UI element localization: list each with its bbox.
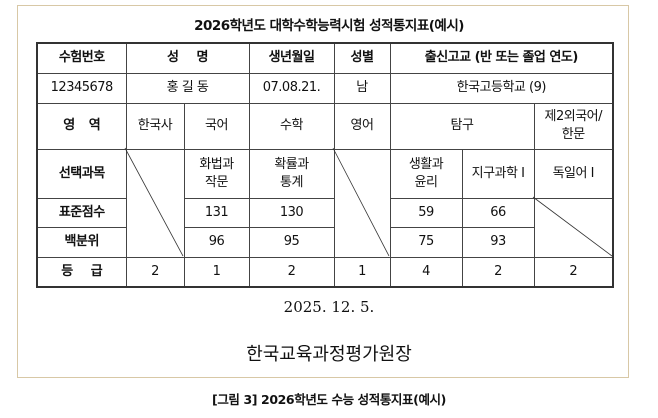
issue-date: 2025. 12. 5.: [283, 298, 375, 316]
standard-row: 표준점수 131 130 59 66: [36, 197, 614, 258]
report-title: 2026학년도 대학수학능력시험 성적통지표(예시): [194, 18, 464, 34]
area-english: 영어: [333, 102, 391, 150]
area-korean: 국어: [183, 102, 250, 150]
sex-value: 남: [333, 72, 391, 104]
percentile-korean: 96: [183, 226, 250, 258]
percentile-label: 백분위: [36, 226, 127, 258]
area-math: 수학: [248, 102, 335, 150]
header-school: 출신고교 (반 또는 졸업 연도): [389, 42, 614, 74]
issuer: 한국교육과정평가원장: [246, 344, 412, 365]
score-table: 수험번호 성 명 생년월일 성별 출신고교 (반 또는 졸업 연도) 12345…: [36, 42, 615, 288]
birth-value: 07.08.21.: [248, 72, 335, 104]
header-name: 성 명: [125, 42, 250, 74]
grade-korean: 1: [183, 256, 250, 288]
elective-row: 선택과목 화법과 작문 확률과 통계 생활과 윤리 지구과학 I 독일어 I: [36, 148, 614, 258]
grade-second-lang: 2: [533, 256, 614, 288]
school-value: 한국고등학교 (9): [389, 72, 614, 104]
header-row: 수험번호 성 명 생년월일 성별 출신고교 (반 또는 졸업 연도): [36, 42, 614, 74]
grade-korean-history: 2: [125, 256, 185, 288]
area-row: 영 역 한국사 국어 수학 영어 탐구 제2외국어/한문: [36, 102, 614, 150]
area-korean-history: 한국사: [125, 102, 185, 150]
grade-inquiry2: 2: [461, 256, 535, 288]
header-sex: 성별: [333, 42, 391, 74]
grade-row: 등 급 2 1 2 1 4 2 2: [36, 256, 614, 288]
area-inquiry: 탐구: [389, 102, 535, 150]
percentile-row: 백분위 96 95 75 93: [36, 226, 613, 258]
area-second-lang: 제2외국어/한문: [533, 102, 614, 150]
grade-label: 등 급: [36, 256, 127, 288]
header-birth: 생년월일: [248, 42, 335, 74]
elective-math: 확률과 통계: [248, 148, 335, 199]
standard-math: 130: [248, 197, 335, 228]
figure-caption: [그림 3] 2026학년도 수능 성적통지표(예시): [212, 392, 446, 407]
elective-second-lang: 독일어 I: [533, 148, 614, 199]
percentile-inquiry2: 93: [461, 226, 535, 258]
exam-no-value: 12345678: [36, 72, 127, 104]
header-exam-no: 수험번호: [36, 42, 127, 74]
percentile-math: 95: [248, 226, 335, 258]
standard-korean: 131: [183, 197, 250, 228]
english-blank: [333, 148, 391, 258]
standard-label: 표준점수: [36, 197, 127, 228]
grade-math: 2: [248, 256, 335, 288]
elective-korean: 화법과 작문: [183, 148, 250, 199]
score-table-wrapper: 수험번호 성 명 생년월일 성별 출신고교 (반 또는 졸업 연도) 12345…: [36, 42, 615, 288]
standard-inquiry1: 59: [389, 197, 463, 228]
grade-english: 1: [333, 256, 391, 288]
info-row: 12345678 홍 길 동 07.08.21. 남 한국고등학교 (9): [36, 72, 614, 104]
elective-inquiry2: 지구과학 I: [461, 148, 535, 199]
name-value: 홍 길 동: [125, 72, 250, 104]
percentile-inquiry1: 75: [389, 226, 463, 258]
grade-inquiry1: 4: [389, 256, 463, 288]
second-lang-blank: [533, 197, 614, 258]
area-label: 영 역: [36, 102, 127, 150]
korean-history-blank: [125, 148, 185, 258]
elective-inquiry1: 생활과 윤리: [389, 148, 463, 199]
standard-inquiry2: 66: [461, 197, 535, 228]
elective-label: 선택과목: [36, 148, 127, 199]
